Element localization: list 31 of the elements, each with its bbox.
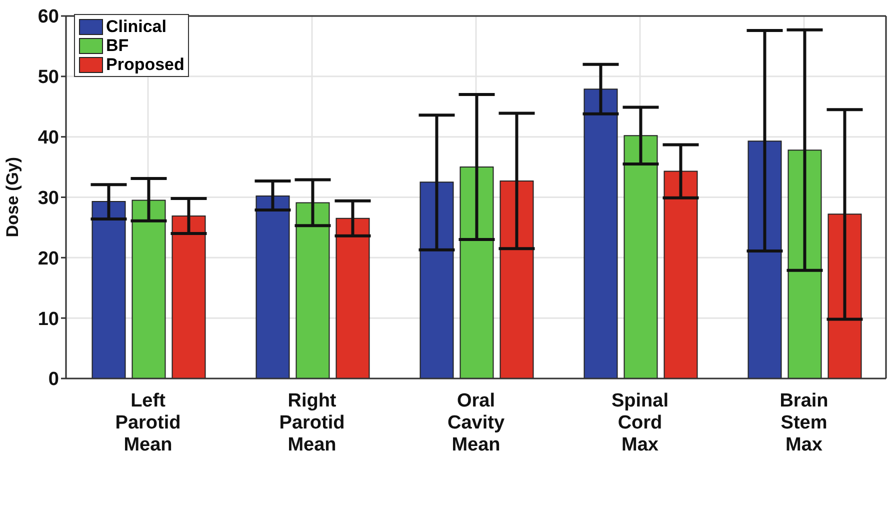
legend-label: Proposed [106, 55, 184, 74]
y-tick-label: 20 [38, 248, 59, 270]
x-tick-label: Oral Cavity Mean [447, 390, 505, 456]
bar [664, 170, 698, 378]
bar [500, 180, 534, 378]
legend-label: BF [106, 36, 129, 55]
x-tick-label: Right Parotid Mean [279, 390, 345, 456]
y-tick-label: 10 [38, 308, 59, 330]
y-tick-label: 40 [38, 128, 59, 149]
bar [624, 135, 658, 378]
x-tick-label: Brain Stem Max [780, 390, 828, 456]
y-tick-label: 30 [38, 188, 59, 209]
bar [584, 88, 618, 378]
bar [828, 214, 862, 378]
bar [460, 166, 494, 378]
bar [296, 202, 330, 378]
bar [172, 215, 206, 378]
bar [92, 200, 126, 378]
bar [420, 182, 454, 378]
bar [256, 196, 290, 378]
x-tick-label: Spinal Cord Max [611, 390, 669, 456]
x-tick-label: Left Parotid Mean [115, 390, 181, 456]
bar [748, 140, 782, 378]
legend-label: Clinical [106, 17, 166, 36]
y-tick-label: 0 [48, 369, 59, 390]
y-tick-label: 50 [38, 67, 59, 88]
bar [788, 150, 822, 378]
bar [336, 218, 370, 378]
bar [132, 200, 166, 378]
y-axis-title: Dose (Gy) [3, 156, 22, 238]
y-tick-label: 60 [38, 6, 59, 28]
